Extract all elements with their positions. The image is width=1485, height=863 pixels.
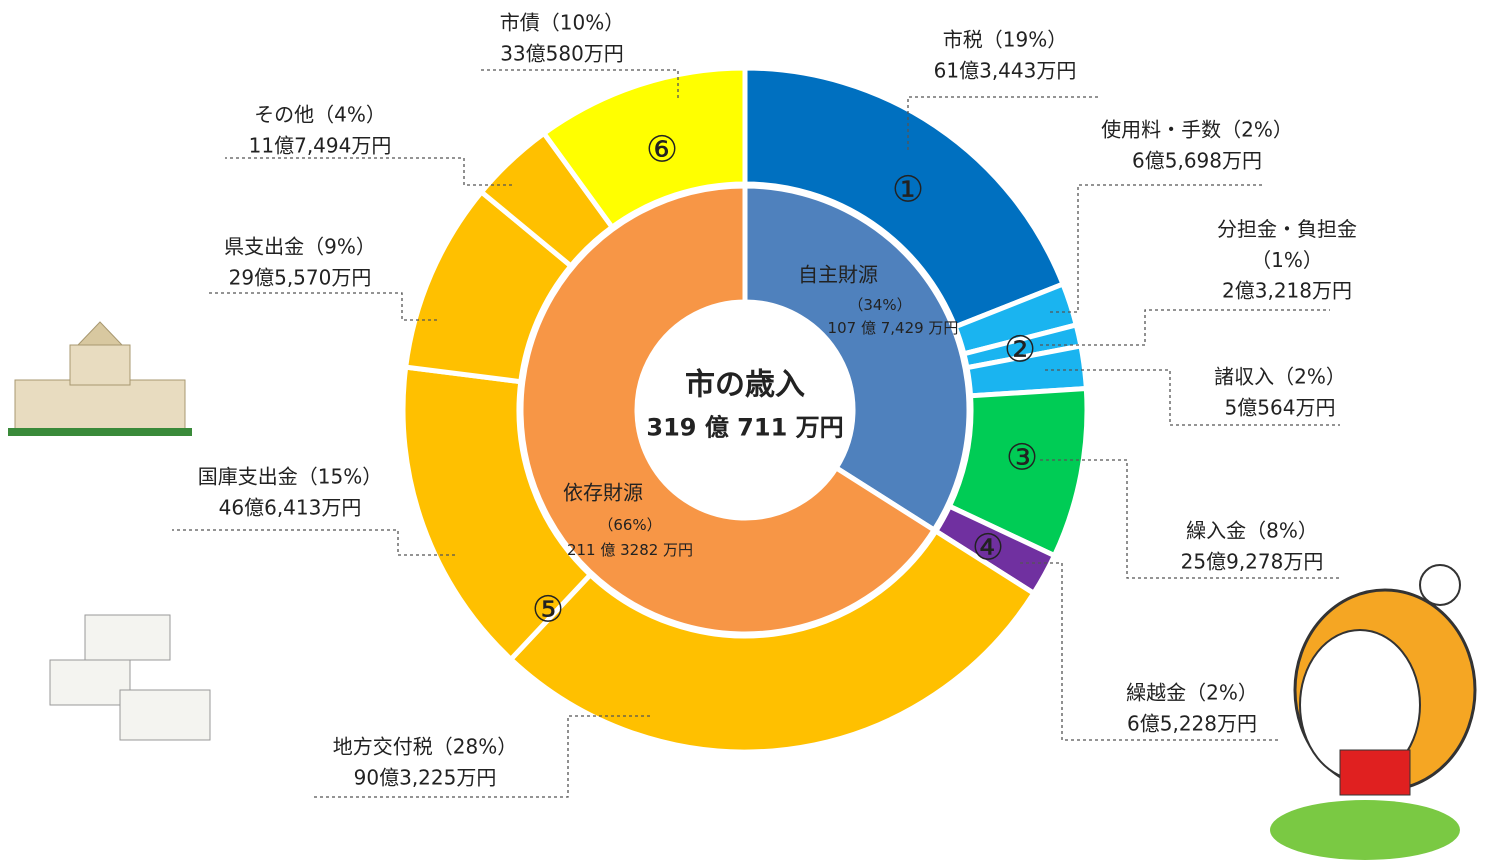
- amount-label: 25億9,278万円: [1180, 549, 1324, 574]
- leader-line: [907, 96, 1100, 150]
- inner-category-label: 依存財源: [563, 480, 643, 505]
- group-marker: ⑤: [531, 589, 565, 631]
- inner-amount-label: 107 億 7,429 万円: [827, 319, 959, 337]
- category-label: 県支出金（9%）: [224, 234, 376, 259]
- leader-line: [172, 529, 455, 556]
- building-illustration: [8, 321, 192, 436]
- category-label: 地方交付税（28%）: [332, 734, 518, 759]
- inner-amount-label: 211 億 3282 万円: [566, 541, 694, 559]
- category-label: 市税（19%）: [942, 27, 1068, 52]
- amount-label: 6億5,698万円: [1132, 148, 1262, 173]
- category-label: 国庫支出金（15%）: [197, 464, 383, 489]
- group-marker: ①: [891, 169, 925, 211]
- category-label: 分担金・負担金 （1%）: [1217, 217, 1357, 272]
- leader-line: [312, 715, 650, 798]
- amount-label: 90億3,225万円: [353, 765, 497, 790]
- amount-label: 5億564万円: [1224, 395, 1336, 420]
- category-label: その他（4%）: [254, 102, 386, 127]
- category-label: 繰越金（2%）: [1126, 680, 1258, 705]
- leader-line: [1020, 562, 1280, 741]
- inner-value-label: （34%）: [848, 296, 912, 314]
- amount-label: 6億5,228万円: [1127, 711, 1257, 736]
- inner-slice: [518, 183, 938, 637]
- amount-label: 61億3,443万円: [933, 58, 1077, 83]
- inner-slice: [742, 183, 972, 534]
- inner-category-label: 自主財源: [798, 262, 878, 287]
- leader-line: [225, 157, 512, 186]
- amount-label: 29億5,570万円: [228, 265, 372, 290]
- center-total: 319 億 711 万円: [646, 413, 844, 442]
- leader-line: [208, 292, 437, 321]
- money-illustration: [49, 614, 211, 741]
- center-title: 市の歳入: [685, 367, 805, 403]
- leader-line: [1040, 309, 1330, 346]
- group-marker: ⑥: [645, 129, 679, 171]
- inner-value-label: （66%）: [598, 516, 662, 534]
- category-label: 繰入金（8%）: [1186, 518, 1318, 543]
- leader-line: [1040, 459, 1340, 579]
- leader-line: [1045, 369, 1340, 426]
- leader-line: [1050, 184, 1265, 313]
- group-marker: ③: [1005, 437, 1039, 479]
- mascot-illustration: [1270, 564, 1477, 860]
- amount-label: 2億3,218万円: [1222, 278, 1352, 303]
- group-marker: ④: [971, 527, 1005, 569]
- amount-label: 46億6,413万円: [218, 495, 362, 520]
- amount-label: 33億580万円: [500, 41, 624, 66]
- amount-label: 11億7,494万円: [248, 133, 392, 158]
- category-label: 使用料・手数（2%）: [1101, 117, 1293, 142]
- category-label: 市債（10%）: [499, 10, 625, 35]
- category-label: 諸収入（2%）: [1214, 364, 1346, 389]
- group-marker: ②: [1003, 329, 1037, 371]
